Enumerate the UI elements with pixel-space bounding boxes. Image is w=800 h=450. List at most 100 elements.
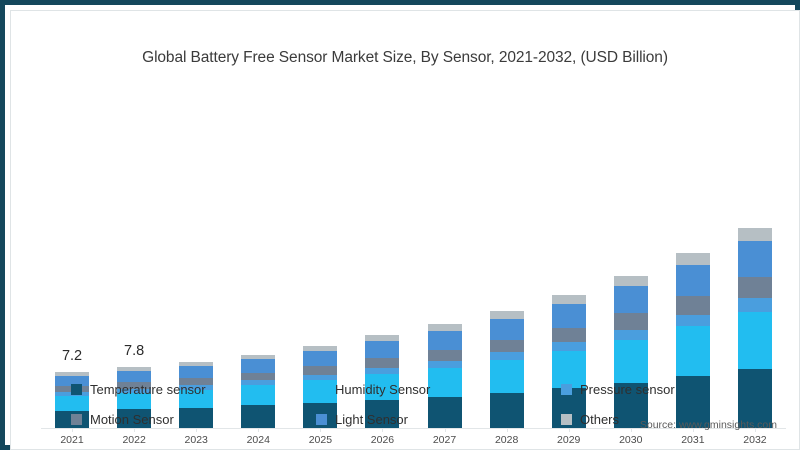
bar-segment-pressure-sensor xyxy=(489,352,524,361)
bar-segment-others xyxy=(675,253,710,265)
bar-segment-others xyxy=(551,295,586,304)
bar-segment-temperature-sensor xyxy=(365,399,400,428)
bar-2031[interactable] xyxy=(675,253,710,428)
bar-segment-light-sensor xyxy=(179,366,214,378)
bar-segment-others xyxy=(241,354,276,360)
bar-2026[interactable] xyxy=(365,335,400,428)
bar-segment-pressure-sensor xyxy=(427,360,462,368)
bar-2030[interactable] xyxy=(613,275,648,428)
bar-segment-light-sensor xyxy=(365,341,400,358)
bar-2022[interactable] xyxy=(117,367,152,428)
legend-item-humidity-sensor[interactable]: Humidity Sensor xyxy=(316,382,561,397)
legend-item-temperature-sensor[interactable]: Temperature sensor xyxy=(71,382,316,397)
bar-segment-motion-sensor xyxy=(241,372,276,381)
legend-label: Motion Sensor xyxy=(90,411,174,427)
bar-segment-light-sensor xyxy=(117,370,152,382)
x-axis-label-2029: 2029 xyxy=(557,434,581,446)
x-axis-line xyxy=(41,428,786,429)
bar-segment-motion-sensor xyxy=(551,328,586,343)
source-attribution: Source: www.gminsights.com xyxy=(639,419,777,431)
bar-segment-humidity-sensor xyxy=(427,367,462,397)
bar-segment-motion-sensor xyxy=(737,277,772,299)
bar-segment-others xyxy=(365,335,400,342)
legend-swatch-icon xyxy=(316,383,327,395)
x-axis-label-2023: 2023 xyxy=(184,434,208,446)
legend-item-pressure-sensor[interactable]: Pressure sensor xyxy=(561,382,771,397)
legend-label: Pressure sensor xyxy=(580,381,675,397)
legend-swatch-icon xyxy=(561,413,572,425)
x-axis-label-2025: 2025 xyxy=(308,434,333,446)
data-label-2021: 7.2 xyxy=(61,347,83,364)
legend-label: Light Sensor xyxy=(335,411,408,427)
bar-segment-pressure-sensor xyxy=(365,367,400,375)
bar-segment-others xyxy=(179,361,214,367)
bar-segment-pressure-sensor xyxy=(675,314,710,327)
legend-label: Humidity Sensor xyxy=(335,381,431,397)
bar-segment-light-sensor xyxy=(675,264,710,296)
x-axis-label-2024: 2024 xyxy=(246,434,270,446)
bar-segment-motion-sensor xyxy=(489,339,524,353)
bar-segment-pressure-sensor xyxy=(613,329,648,340)
bar-segment-light-sensor xyxy=(737,241,772,278)
x-axis-tick xyxy=(258,428,260,432)
x-axis-tick xyxy=(754,428,756,432)
bar-2023[interactable] xyxy=(179,361,214,428)
bar-segment-temperature-sensor xyxy=(117,409,152,428)
bar-segment-light-sensor xyxy=(551,303,586,328)
bar-segment-humidity-sensor xyxy=(675,326,710,377)
bar-segment-humidity-sensor xyxy=(551,350,586,389)
bar-segment-temperature-sensor xyxy=(241,405,276,428)
legend-swatch-icon xyxy=(316,413,327,425)
legend-swatch-icon xyxy=(71,413,82,425)
bar-segment-motion-sensor xyxy=(365,357,400,368)
bar-segment-humidity-sensor xyxy=(365,374,400,400)
bar-segment-humidity-sensor xyxy=(241,385,276,406)
bar-segment-motion-sensor xyxy=(117,381,152,389)
x-axis-tick xyxy=(630,428,632,432)
x-axis-label-2030: 2030 xyxy=(619,434,643,446)
legend-item-motion-sensor[interactable]: Motion Sensor xyxy=(71,412,316,427)
x-axis-tick xyxy=(196,428,198,432)
bar-segment-others xyxy=(737,228,772,242)
chart-legend: Temperature sensor Humidity Sensor Pressur… xyxy=(71,374,771,434)
bar-segment-humidity-sensor xyxy=(737,311,772,370)
bar-segment-pressure-sensor xyxy=(179,385,214,390)
bar-segment-temperature-sensor xyxy=(427,396,462,428)
bar-segment-temperature-sensor xyxy=(675,376,710,428)
legend-swatch-icon xyxy=(561,383,572,395)
legend-item-others[interactable]: Others xyxy=(561,412,771,427)
bar-segment-motion-sensor xyxy=(613,313,648,330)
x-axis-label-2032: 2032 xyxy=(743,434,767,446)
bar-segment-humidity-sensor xyxy=(117,392,152,410)
bar-segment-light-sensor xyxy=(489,318,524,340)
bar-segment-pressure-sensor xyxy=(303,374,338,381)
x-axis-tick xyxy=(506,428,508,432)
bar-segment-humidity-sensor xyxy=(489,360,524,393)
bar-segment-motion-sensor xyxy=(675,295,710,315)
bar-2032[interactable] xyxy=(737,228,772,428)
bar-segment-others xyxy=(427,324,462,332)
chart-title: Global Battery Free Sensor Market Size, … xyxy=(142,49,668,66)
bar-segment-temperature-sensor xyxy=(489,392,524,428)
x-axis-label-2027: 2027 xyxy=(432,434,457,446)
x-axis-tick xyxy=(692,428,694,432)
bar-2027[interactable] xyxy=(427,324,462,428)
bar-segment-pressure-sensor xyxy=(117,388,152,393)
bar-2024[interactable] xyxy=(241,354,276,428)
legend-label: Temperature sensor xyxy=(90,381,206,397)
x-axis-tick xyxy=(568,428,570,432)
bar-segment-light-sensor xyxy=(55,375,90,386)
legend-item-light-sensor[interactable]: Light Sensor xyxy=(316,412,561,427)
x-axis-tick xyxy=(134,428,136,432)
bar-2028[interactable] xyxy=(489,310,524,428)
x-axis-label-2022: 2022 xyxy=(122,434,146,446)
bar-segment-temperature-sensor xyxy=(179,407,214,428)
bar-segment-temperature-sensor xyxy=(613,382,648,428)
bar-segment-pressure-sensor xyxy=(241,380,276,386)
bar-segment-humidity-sensor xyxy=(55,395,90,411)
bar-2029[interactable] xyxy=(551,295,586,428)
x-axis-tick xyxy=(382,428,384,432)
bar-segment-light-sensor xyxy=(427,331,462,350)
x-axis-tick xyxy=(444,428,446,432)
